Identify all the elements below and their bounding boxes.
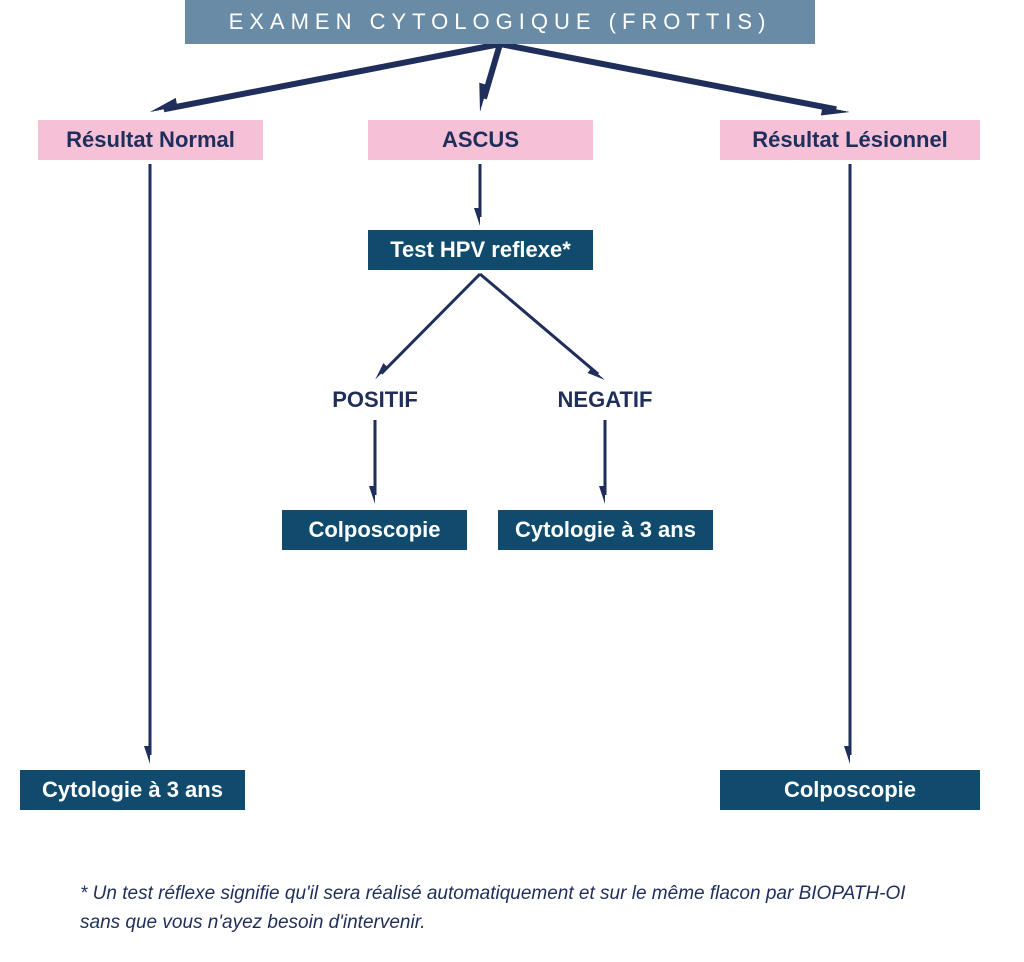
title-label: EXAMEN CYTOLOGIQUE (FROTTIS) [229, 9, 772, 35]
arrow [381, 274, 480, 374]
bottom-colposcopie-label: Colposcopie [784, 777, 916, 803]
title-examen-cytologique: EXAMEN CYTOLOGIQUE (FROTTIS) [185, 0, 815, 44]
hpv-outcome-cytologie: Cytologie à 3 ans [498, 510, 713, 550]
bottom-cytologie-label: Cytologie à 3 ans [42, 777, 223, 803]
hpv-test-box: Test HPV reflexe* [368, 230, 593, 270]
hpv-outcome-colposcopie-label: Colposcopie [308, 517, 440, 543]
hpv-outcome-colposcopie: Colposcopie [282, 510, 467, 550]
hpv-test-label: Test HPV reflexe* [390, 237, 571, 263]
hpv-negatif-label: NEGATIF [558, 387, 653, 413]
result-ascus-label: ASCUS [442, 127, 519, 153]
hpv-outcome-cytologie-label: Cytologie à 3 ans [515, 517, 696, 543]
hpv-positif-label: POSITIF [332, 387, 418, 413]
result-lesionnel: Résultat Lésionnel [720, 120, 980, 160]
arrow [484, 44, 500, 99]
hpv-negatif: NEGATIF [530, 385, 680, 415]
arrow [500, 44, 836, 109]
bottom-colposcopie: Colposcopie [720, 770, 980, 810]
result-lesionnel-label: Résultat Lésionnel [752, 127, 948, 153]
bottom-cytologie: Cytologie à 3 ans [20, 770, 245, 810]
footnote: * Un test réflexe signifie qu'il sera ré… [80, 880, 950, 937]
footnote-text: * Un test réflexe signifie qu'il sera ré… [80, 883, 906, 933]
result-ascus: ASCUS [368, 120, 593, 160]
result-normal: Résultat Normal [38, 120, 263, 160]
arrow [480, 274, 598, 374]
hpv-positif: POSITIF [300, 385, 450, 415]
result-normal-label: Résultat Normal [66, 127, 235, 153]
arrow [164, 44, 500, 109]
